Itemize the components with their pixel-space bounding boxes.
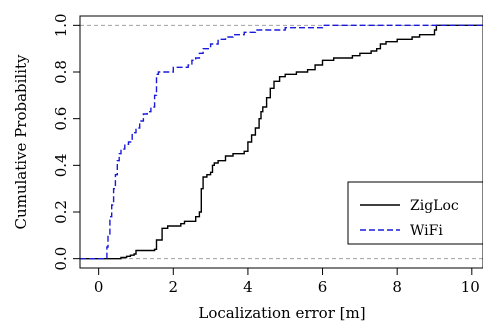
legend-box	[347, 181, 483, 245]
series-line-wifi	[80, 24, 483, 260]
x-tick-label: 8	[392, 278, 402, 296]
legend-label-wifi: WiFi	[410, 223, 443, 239]
x-tick-label: 0	[94, 278, 104, 296]
series-group	[80, 24, 483, 260]
plot-frame	[79, 15, 483, 269]
series-line-zigloc	[80, 24, 483, 260]
x-tick-label: 10	[461, 278, 480, 296]
y-tick-label: 0.8	[52, 60, 70, 84]
y-axis-title: Cumulative Probability	[12, 54, 30, 230]
legend: ZigLoc WiFi	[347, 181, 483, 245]
x-tick-label: 2	[169, 278, 179, 296]
y-tick-label: 0.4	[52, 153, 70, 177]
y-tick-label: 0.6	[52, 107, 70, 131]
x-axis-title: Localization error [m]	[198, 304, 365, 322]
y-tick-label: 0.2	[52, 200, 70, 224]
legend-label-zigloc: ZigLoc	[410, 198, 459, 214]
y-tick-label: 0.0	[52, 247, 70, 271]
x-tick-label: 4	[243, 278, 253, 296]
y-axis: 0.0 0.2 0.4 0.6 0.8 1.0	[52, 13, 80, 271]
x-axis: 0 2 4 6 8 10	[94, 268, 480, 296]
y-tick-label: 1.0	[52, 13, 70, 37]
x-tick-label: 6	[318, 278, 328, 296]
